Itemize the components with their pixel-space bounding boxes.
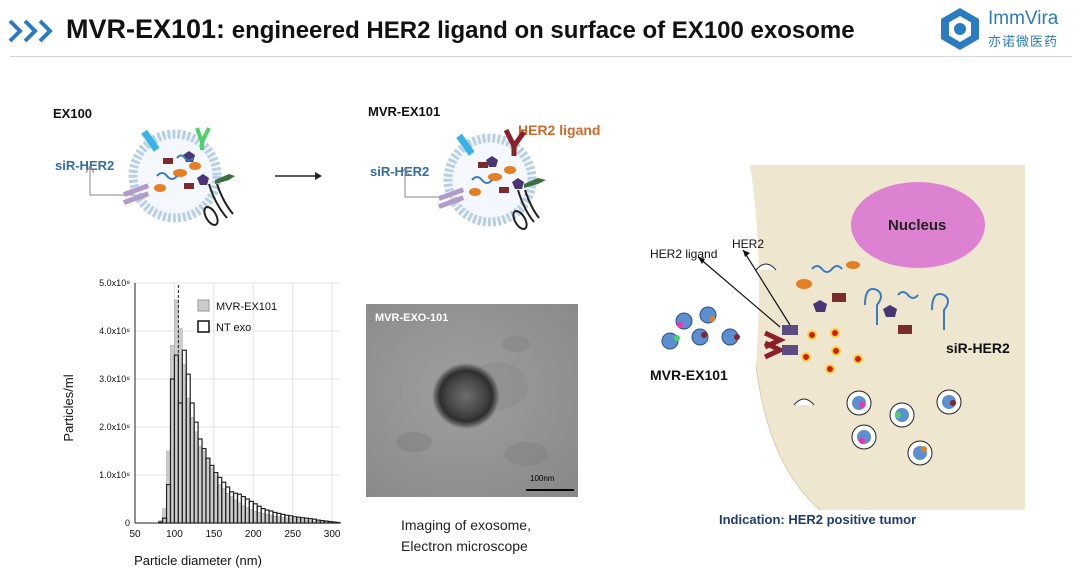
chart-ytick-label: 1.0x10⁸ bbox=[99, 470, 130, 480]
logo-text-cn: 亦诺微医药 bbox=[988, 34, 1059, 49]
chart-ytick-label: 0 bbox=[125, 518, 130, 528]
chart-xtick-label: 200 bbox=[245, 529, 262, 540]
ex100-exosome-diagram bbox=[85, 127, 235, 227]
legend-swatch-mvr bbox=[197, 299, 210, 312]
page-title: MVR-EX101: engineered HER2 ligand on sur… bbox=[66, 14, 855, 45]
chart-ytick-label: 5.0x10⁸ bbox=[99, 278, 130, 288]
chart-y-label: Particles/ml bbox=[61, 374, 76, 441]
mvr-exosome-label: MVR-EX101 bbox=[650, 367, 728, 383]
logo-text-en: ImmVira bbox=[988, 8, 1059, 29]
chart-xtick-label: 150 bbox=[206, 529, 223, 540]
mvr-ligand-label: HER2 ligand bbox=[518, 122, 601, 138]
cell-sirna-label: siR-HER2 bbox=[946, 340, 1010, 356]
immvira-logo-icon bbox=[941, 8, 979, 50]
her2-ligand-label: HER2 ligand bbox=[650, 247, 718, 261]
title-rest: engineered HER2 ligand on surface of EX1… bbox=[225, 17, 855, 44]
nucleus bbox=[851, 182, 985, 268]
chart-xtick-label: 250 bbox=[284, 529, 301, 540]
em-note-line2: Electron microscope bbox=[401, 538, 528, 554]
chart-xtick-label: 50 bbox=[129, 529, 141, 540]
chart-x-label: Particle diameter (nm) bbox=[134, 553, 262, 568]
mvr-exosome-diagram bbox=[400, 128, 546, 231]
endosome-group bbox=[846, 389, 962, 466]
ex100-title: EX100 bbox=[53, 106, 93, 121]
chart-ytick-label: 3.0x10⁸ bbox=[99, 374, 130, 384]
chart-ytick-label: 4.0x10⁸ bbox=[99, 326, 130, 336]
indication-text: Indication: HER2 positive tumor bbox=[719, 512, 917, 527]
em-scale-bar-label: 100nm bbox=[530, 474, 555, 483]
em-micrograph bbox=[366, 304, 578, 497]
particle-size-chart: 0 1.0x10⁸ 2.0x10⁸ 3.0x10⁸ 4.0x10⁸ 5.0x10⁸ 50 10… bbox=[61, 278, 341, 568]
legend-label-nt: NT exo bbox=[216, 322, 251, 334]
ex100-sirna-label: siR-HER2 bbox=[55, 158, 115, 173]
chart-xtick-label: 300 bbox=[324, 529, 341, 540]
chart-xtick-label: 100 bbox=[166, 529, 183, 540]
em-note-line1: Imaging of exosome, bbox=[401, 517, 531, 533]
header-divider bbox=[10, 56, 1072, 57]
mvr-sirna-label: siR-HER2 bbox=[370, 164, 430, 179]
her2-receptor-label: HER2 bbox=[732, 237, 765, 251]
chart-grid bbox=[134, 282, 340, 524]
transition-arrow-icon bbox=[275, 172, 322, 180]
title-main: MVR-EX101: bbox=[66, 14, 226, 44]
nucleus-label: Nucleus bbox=[888, 217, 947, 234]
legend-label-mvr: MVR-EX101 bbox=[216, 301, 277, 313]
chart-ticks: 0 1.0x10⁸ 2.0x10⁸ 3.0x10⁸ 4.0x10⁸ 5.0x10⁸ 50 10… bbox=[99, 278, 341, 540]
chevron-arrows-icon bbox=[8, 19, 53, 43]
legend-swatch-nt bbox=[197, 320, 210, 333]
tumor-cell-diagram bbox=[661, 165, 1025, 510]
free-exosomes bbox=[661, 306, 740, 350]
mvr-title: MVR-EX101 bbox=[368, 104, 441, 119]
em-caption: MVR-EXO-101 bbox=[375, 312, 449, 324]
chart-ytick-label: 2.0x10⁸ bbox=[99, 422, 130, 432]
